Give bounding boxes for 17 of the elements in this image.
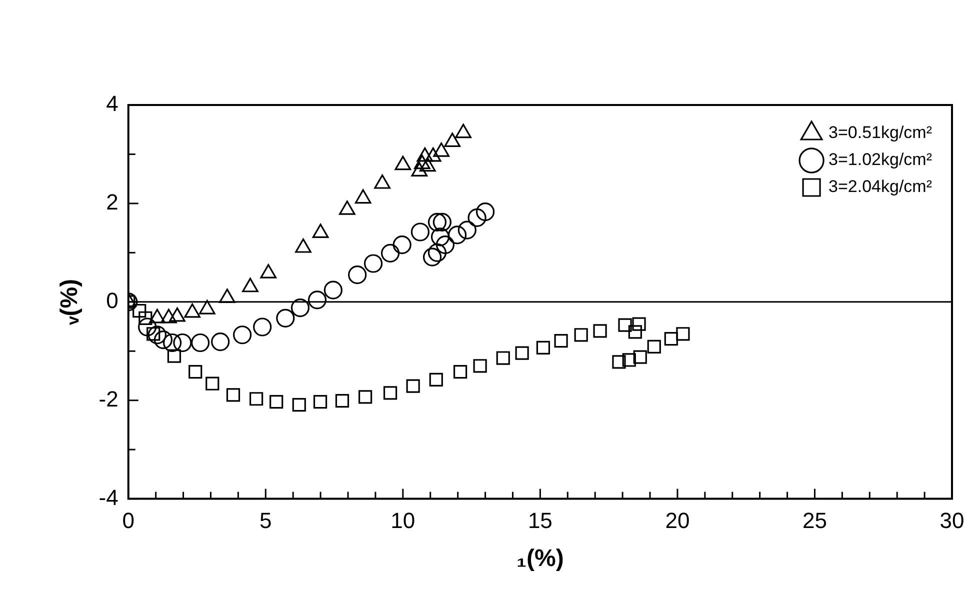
x-tick-label: 5 [260,508,272,534]
x-tick-label: 20 [665,508,690,534]
y-tick-label: -2 [98,386,118,412]
x-tick-label: 10 [390,508,416,534]
x-tick-label: 30 [940,508,964,534]
legend-label: 3=2.04kg/cm² [828,177,932,196]
y-tick-label: 0 [106,288,118,313]
legend-label: 3=1.02kg/cm² [828,150,932,170]
x-tick-label: 15 [528,508,552,534]
x-tick-label: 25 [802,508,827,534]
x-tick-label: 0 [122,508,134,534]
x-axis-title: ₁(%) [516,545,564,572]
y-tick-label: 2 [106,190,118,215]
y-axis-title: ᵥ(%) [56,278,84,326]
legend-label: 3=0.51kg/cm² [828,123,932,142]
y-tick-label: 4 [106,91,118,116]
y-tick-label: -4 [98,484,118,510]
